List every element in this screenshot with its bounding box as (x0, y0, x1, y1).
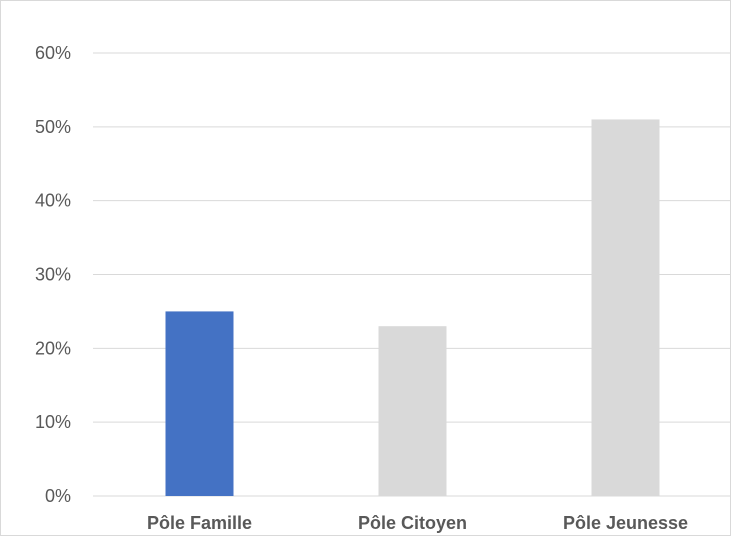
x-category-label: Pôle Citoyen (358, 513, 467, 533)
y-axis-tick-labels: 0% 10% 20% 30% 40% 50% 60% (35, 43, 71, 506)
y-tick-label: 30% (35, 265, 71, 285)
bars (165, 119, 660, 496)
bar-p-le-citoyen (378, 326, 447, 496)
bar-p-le-jeunesse (591, 119, 660, 496)
y-tick-label: 60% (35, 43, 71, 63)
y-tick-label: 50% (35, 117, 71, 137)
y-tick-label: 40% (35, 191, 71, 211)
x-category-label: Pôle Famille (147, 513, 252, 533)
x-axis-category-labels: Pôle Famille Pôle Citoyen Pôle Jeunesse (147, 513, 688, 533)
y-tick-label: 0% (45, 486, 71, 506)
y-tick-label: 20% (35, 338, 71, 358)
x-category-label: Pôle Jeunesse (563, 513, 688, 533)
bar-p-le-famille (165, 311, 234, 496)
y-tick-label: 10% (35, 412, 71, 432)
